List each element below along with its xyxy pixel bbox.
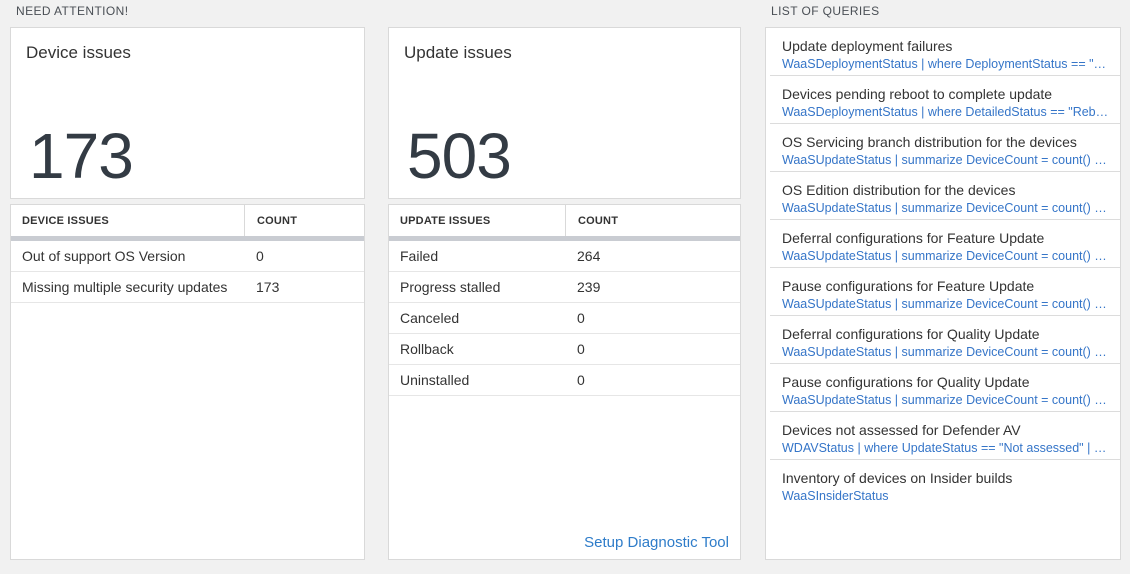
table-row[interactable]: Missing multiple security updates 173: [11, 272, 364, 303]
table-row[interactable]: Progress stalled 239: [389, 272, 740, 303]
query-code-link[interactable]: WaaSUpdateStatus | summarize DeviceCount…: [782, 393, 1110, 407]
query-code-link[interactable]: WaaSUpdateStatus | summarize DeviceCount…: [782, 201, 1110, 215]
issue-name: Failed: [400, 248, 439, 264]
table-header-row: DEVICE ISSUES COUNT: [11, 205, 364, 236]
table-row[interactable]: Rollback 0: [389, 334, 740, 365]
list-of-queries-label: LIST OF QUERIES: [771, 4, 880, 18]
issue-count: 173: [256, 279, 280, 295]
query-title: Deferral configurations for Feature Upda…: [782, 230, 1045, 246]
query-item[interactable]: Pause configurations for Quality Update …: [766, 364, 1120, 412]
issue-name: Rollback: [400, 341, 454, 357]
column-header-count: COUNT: [244, 205, 364, 236]
table-divider-bar: [11, 236, 364, 241]
table-row[interactable]: Uninstalled 0: [389, 365, 740, 396]
query-code-link[interactable]: WaaSDeploymentStatus | where DetailedSta…: [782, 105, 1110, 119]
query-item[interactable]: Update deployment failures WaaSDeploymen…: [766, 28, 1120, 76]
update-issues-summary-card[interactable]: Update issues 503: [388, 27, 741, 199]
table-row[interactable]: Failed 264: [389, 241, 740, 272]
query-title: OS Edition distribution for the devices: [782, 182, 1016, 198]
card-title: Update issues: [404, 43, 512, 62]
device-issues-count: 173: [29, 120, 134, 192]
query-title: Pause configurations for Quality Update: [782, 374, 1030, 390]
query-item[interactable]: Deferral configurations for Feature Upda…: [766, 220, 1120, 268]
query-title: Pause configurations for Feature Update: [782, 278, 1035, 294]
setup-diagnostic-tool-link[interactable]: Setup Diagnostic Tool: [584, 534, 729, 551]
table-divider-bar: [389, 236, 740, 241]
query-code-link[interactable]: WaaSUpdateStatus | summarize DeviceCount…: [782, 345, 1110, 359]
query-item[interactable]: Devices not assessed for Defender AV WDA…: [766, 412, 1120, 460]
query-item[interactable]: Deferral configurations for Quality Upda…: [766, 316, 1120, 364]
issue-count: 239: [577, 279, 601, 295]
issue-name: Missing multiple security updates: [22, 279, 228, 295]
table-header-row: UPDATE ISSUES COUNT: [389, 205, 740, 236]
device-issues-summary-card[interactable]: Device issues 173: [10, 27, 365, 199]
query-code-link[interactable]: WaaSInsiderStatus: [782, 489, 889, 503]
column-header-count: COUNT: [565, 205, 740, 236]
query-item[interactable]: Devices pending reboot to complete updat…: [766, 76, 1120, 124]
issue-name: Canceled: [400, 310, 460, 326]
query-title: Devices pending reboot to complete updat…: [782, 86, 1053, 102]
column-header-device-issues: DEVICE ISSUES: [22, 214, 109, 227]
query-list-panel: Update deployment failures WaaSDeploymen…: [765, 27, 1121, 560]
query-item[interactable]: OS Servicing branch distribution for the…: [766, 124, 1120, 172]
query-code-link[interactable]: WaaSUpdateStatus | summarize DeviceCount…: [782, 153, 1110, 167]
query-title: Inventory of devices on Insider builds: [782, 470, 1013, 486]
query-item[interactable]: Pause configurations for Feature Update …: [766, 268, 1120, 316]
query-code-link[interactable]: WaaSDeploymentStatus | where DeploymentS…: [782, 57, 1110, 71]
table-row[interactable]: Canceled 0: [389, 303, 740, 334]
update-issues-count: 503: [407, 120, 512, 192]
query-item[interactable]: OS Edition distribution for the devices …: [766, 172, 1120, 220]
query-title: Update deployment failures: [782, 38, 953, 54]
query-title: Devices not assessed for Defender AV: [782, 422, 1021, 438]
issue-name: Out of support OS Version: [22, 248, 186, 264]
table-row[interactable]: Out of support OS Version 0: [11, 241, 364, 272]
query-title: Deferral configurations for Quality Upda…: [782, 326, 1040, 342]
update-issues-table-card: UPDATE ISSUES COUNT Failed 264 Progress …: [388, 204, 741, 560]
issue-count: 0: [577, 310, 585, 326]
query-code-link[interactable]: WDAVStatus | where UpdateStatus == "Not …: [782, 441, 1110, 455]
query-code-link[interactable]: WaaSUpdateStatus | summarize DeviceCount…: [782, 297, 1110, 311]
issue-count: 264: [577, 248, 601, 264]
column-header-update-issues: UPDATE ISSUES: [400, 214, 491, 227]
query-item[interactable]: Inventory of devices on Insider builds W…: [766, 460, 1120, 508]
issue-count: 0: [577, 372, 585, 388]
issue-name: Progress stalled: [400, 279, 501, 295]
issue-name: Uninstalled: [400, 372, 470, 388]
need-attention-label: NEED ATTENTION!: [16, 4, 129, 18]
issue-count: 0: [256, 248, 264, 264]
query-title: OS Servicing branch distribution for the…: [782, 134, 1077, 150]
query-code-link[interactable]: WaaSUpdateStatus | summarize DeviceCount…: [782, 249, 1110, 263]
issue-count: 0: [577, 341, 585, 357]
device-issues-table-card: DEVICE ISSUES COUNT Out of support OS Ve…: [10, 204, 365, 560]
card-title: Device issues: [26, 43, 131, 62]
